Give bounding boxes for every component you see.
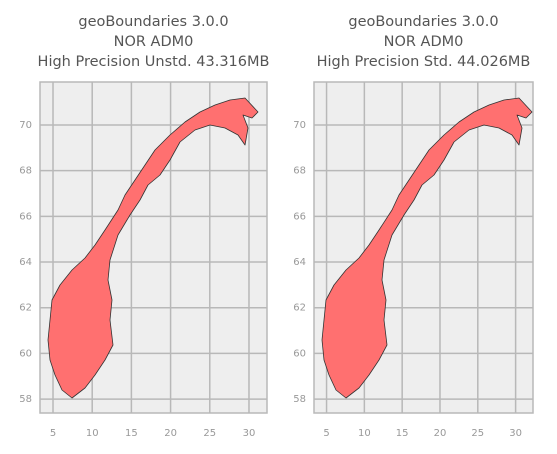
chart-title: NOR ADM0 [384, 34, 464, 50]
y-tick-label: 64 [293, 257, 306, 268]
y-tick-label: 64 [19, 257, 32, 268]
x-tick-label: 30 [509, 428, 522, 439]
y-tick-label: 62 [19, 303, 32, 314]
y-tick-label: 58 [19, 394, 32, 405]
x-tick-label: 15 [396, 428, 409, 439]
x-tick-label: 25 [471, 428, 484, 439]
chart-title: geoBoundaries 3.0.0 [348, 14, 498, 30]
y-tick-label: 66 [19, 211, 32, 222]
y-tick-label: 66 [293, 211, 306, 222]
x-tick-label: 20 [434, 428, 447, 439]
x-tick-label: 30 [243, 428, 256, 439]
chart-title: High Precision Unstd. 43.316MB [38, 54, 270, 70]
y-tick-label: 68 [293, 166, 306, 177]
chart-title: geoBoundaries 3.0.0 [78, 14, 228, 30]
y-tick-label: 60 [19, 348, 32, 359]
x-tick-label: 20 [164, 428, 177, 439]
y-tick-label: 58 [293, 394, 306, 405]
y-tick-label: 60 [293, 348, 306, 359]
x-tick-label: 15 [125, 428, 138, 439]
y-tick-label: 68 [19, 166, 32, 177]
x-tick-label: 10 [86, 428, 99, 439]
chart-title: NOR ADM0 [114, 34, 194, 50]
chart-title: High Precision Std. 44.026MB [317, 54, 531, 70]
y-tick-label: 70 [293, 120, 306, 131]
x-tick-label: 25 [203, 428, 216, 439]
x-tick-label: 10 [358, 428, 371, 439]
y-tick-label: 62 [293, 303, 306, 314]
x-tick-label: 5 [50, 428, 56, 439]
x-tick-label: 5 [323, 428, 329, 439]
y-tick-label: 70 [19, 120, 32, 131]
